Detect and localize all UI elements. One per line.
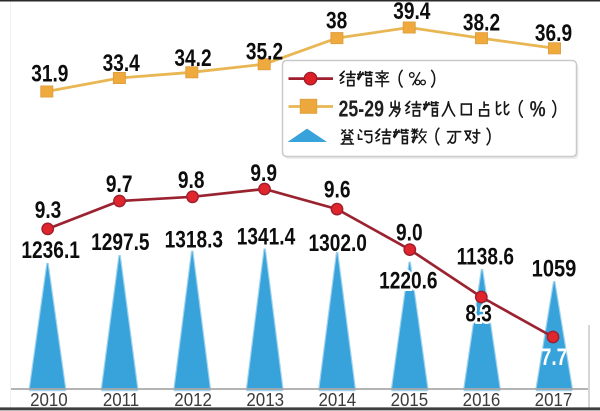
svg-text:38.2: 38.2 <box>463 8 500 36</box>
svg-text:31.9: 31.9 <box>31 59 68 87</box>
svg-text:%: % <box>530 97 546 122</box>
svg-text:2010: 2010 <box>30 389 68 410</box>
svg-text:9.7: 9.7 <box>106 170 133 198</box>
svg-text:1138.6: 1138.6 <box>457 242 514 270</box>
svg-text:33.4: 33.4 <box>103 49 141 77</box>
svg-text:25-29: 25-29 <box>339 96 385 122</box>
svg-text:7.7: 7.7 <box>541 343 568 371</box>
svg-text:2011: 2011 <box>103 389 139 410</box>
svg-text:1138.6: 1138.6 <box>457 242 514 270</box>
svg-text:39.4: 39.4 <box>393 0 431 24</box>
svg-text:1059: 1059 <box>532 254 577 281</box>
svg-text:1341.4: 1341.4 <box>237 222 296 250</box>
svg-text:1297.5: 1297.5 <box>91 228 149 256</box>
svg-text:1302.0: 1302.0 <box>308 228 366 256</box>
svg-text:2012: 2012 <box>174 389 212 410</box>
svg-text:9.3: 9.3 <box>35 196 62 224</box>
svg-text:2017: 2017 <box>535 389 573 410</box>
svg-text:2015: 2015 <box>391 389 429 410</box>
svg-text:34.2: 34.2 <box>174 43 211 71</box>
svg-text:1059: 1059 <box>532 254 577 281</box>
svg-text:2016: 2016 <box>463 389 501 410</box>
svg-text:8.3: 8.3 <box>465 299 492 327</box>
svg-text:9.9: 9.9 <box>250 159 277 187</box>
svg-text:1220.6: 1220.6 <box>379 266 437 294</box>
svg-text:36.9: 36.9 <box>535 18 572 46</box>
svg-text:1236.1: 1236.1 <box>21 235 79 263</box>
svg-text:9.8: 9.8 <box>178 166 205 194</box>
svg-text:38: 38 <box>326 6 347 34</box>
svg-text:1220.6: 1220.6 <box>379 266 437 294</box>
svg-text:9.0: 9.0 <box>396 218 423 246</box>
svg-text:8.3: 8.3 <box>465 299 492 327</box>
svg-text:35.2: 35.2 <box>246 37 283 65</box>
svg-text:2013: 2013 <box>246 389 284 410</box>
svg-text:2014: 2014 <box>318 389 356 410</box>
svg-text:1318.3: 1318.3 <box>165 225 223 253</box>
svg-text:9.6: 9.6 <box>324 175 351 203</box>
